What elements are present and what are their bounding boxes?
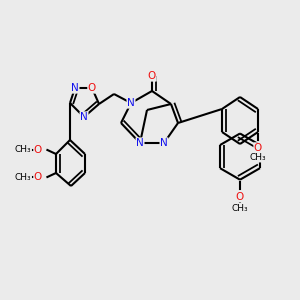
Text: O: O xyxy=(236,192,244,202)
Text: O: O xyxy=(88,83,96,93)
Text: CH₃: CH₃ xyxy=(15,146,31,154)
Text: CH₃: CH₃ xyxy=(232,204,248,213)
Text: CH₃: CH₃ xyxy=(250,153,266,162)
Text: N: N xyxy=(127,98,135,108)
Text: N: N xyxy=(160,138,168,148)
Text: CH₃: CH₃ xyxy=(15,172,31,182)
Text: O: O xyxy=(254,143,262,153)
Text: N: N xyxy=(136,138,144,148)
Text: O: O xyxy=(34,145,42,155)
Text: N: N xyxy=(71,83,79,93)
Text: O: O xyxy=(34,172,42,182)
Text: N: N xyxy=(80,112,88,122)
Text: O: O xyxy=(148,71,156,81)
